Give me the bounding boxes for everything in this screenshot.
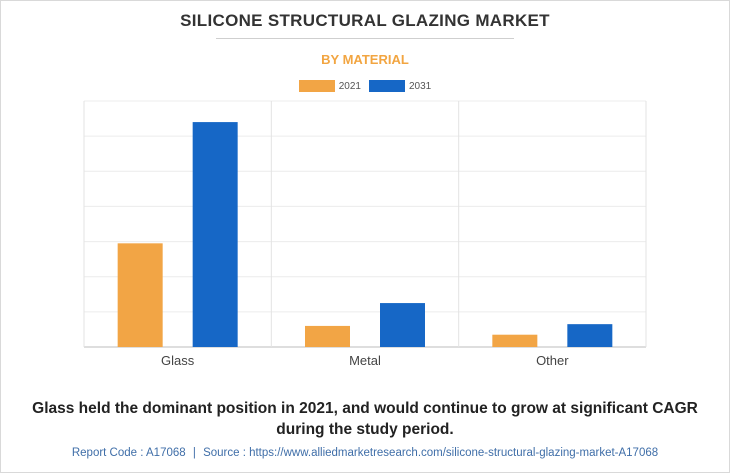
- chart-title: SILICONE STRUCTURAL GLAZING MARKET: [180, 11, 550, 30]
- bar-metal-2021: [305, 325, 350, 347]
- source-link[interactable]: Source : https://www.alliedmarketresearc…: [203, 447, 659, 459]
- bar-glass-2031: [192, 122, 238, 347]
- bar-glass-2021: [117, 243, 163, 347]
- legend-swatch-2031: [369, 80, 405, 92]
- legend-item-2031[interactable]: 2031: [369, 80, 431, 92]
- footer-separator: |: [192, 447, 196, 459]
- report-code: Report Code : A17068: [71, 447, 186, 459]
- bar-metal-2031: [380, 303, 425, 347]
- legend-item-2021[interactable]: 2021: [298, 80, 361, 92]
- bar-other-2021: [492, 334, 538, 347]
- x-tick-label-glass: Glass: [161, 353, 195, 368]
- chart-subtitle: BY MATERIAL: [321, 52, 409, 67]
- legend-swatch-2021: [298, 80, 335, 92]
- bar-other-2031: [567, 324, 613, 347]
- footer: Report Code : A17068 | Source : https://…: [0, 447, 730, 459]
- legend-label-2031: 2031: [409, 80, 432, 92]
- legend: 2021 2031: [0, 80, 730, 92]
- legend-label-2021: 2021: [338, 80, 361, 92]
- chart-caption: Glass held the dominant position in 2021…: [32, 400, 698, 438]
- x-tick-label-other: Other: [536, 353, 569, 368]
- x-tick-label-metal: Metal: [349, 353, 381, 368]
- title-divider: [216, 38, 514, 39]
